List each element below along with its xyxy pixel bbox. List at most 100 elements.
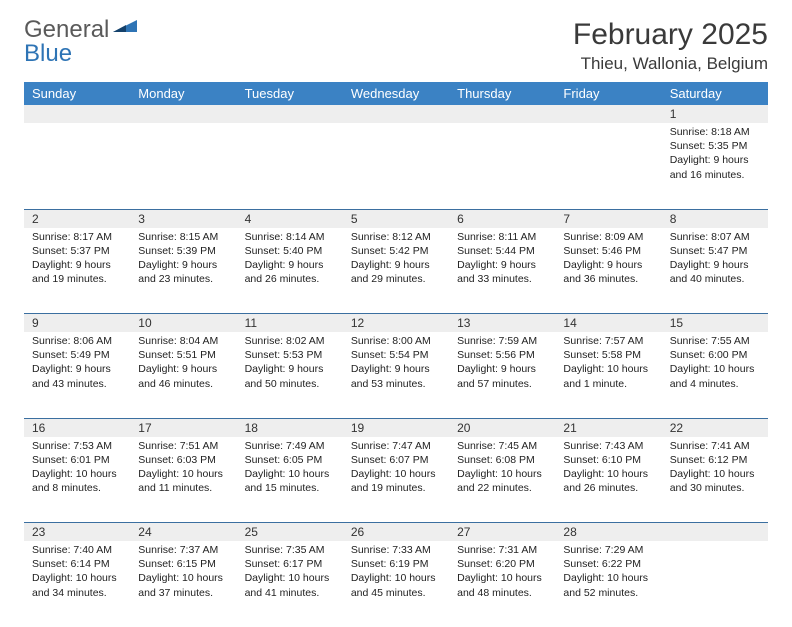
- day-body-cell: Sunrise: 8:02 AMSunset: 5:53 PMDaylight:…: [237, 332, 343, 418]
- day-number-cell: 10: [130, 314, 236, 333]
- day-details: Sunrise: 8:07 AMSunset: 5:47 PMDaylight:…: [662, 228, 768, 291]
- day-body-cell: Sunrise: 8:17 AMSunset: 5:37 PMDaylight:…: [24, 228, 130, 314]
- day-body-row: Sunrise: 8:06 AMSunset: 5:49 PMDaylight:…: [24, 332, 768, 418]
- day-details: Sunrise: 7:47 AMSunset: 6:07 PMDaylight:…: [343, 437, 449, 500]
- day-number-row: 9101112131415: [24, 314, 768, 333]
- day-number-cell: 7: [555, 209, 661, 228]
- weekday-header: Sunday: [24, 82, 130, 105]
- day-number-cell: 18: [237, 418, 343, 437]
- day-body-cell: Sunrise: 8:18 AMSunset: 5:35 PMDaylight:…: [662, 123, 768, 209]
- day-body-cell: [237, 123, 343, 209]
- day-body-cell: [555, 123, 661, 209]
- day-number-cell: 17: [130, 418, 236, 437]
- day-body-cell: Sunrise: 7:35 AMSunset: 6:17 PMDaylight:…: [237, 541, 343, 627]
- day-number-cell: 24: [130, 523, 236, 542]
- day-details: Sunrise: 8:09 AMSunset: 5:46 PMDaylight:…: [555, 228, 661, 291]
- day-body-cell: Sunrise: 8:15 AMSunset: 5:39 PMDaylight:…: [130, 228, 236, 314]
- calendar-body: 1Sunrise: 8:18 AMSunset: 5:35 PMDaylight…: [24, 105, 768, 627]
- day-number-cell: 4: [237, 209, 343, 228]
- day-details: Sunrise: 8:02 AMSunset: 5:53 PMDaylight:…: [237, 332, 343, 395]
- day-body-cell: Sunrise: 7:29 AMSunset: 6:22 PMDaylight:…: [555, 541, 661, 627]
- day-body-cell: Sunrise: 8:09 AMSunset: 5:46 PMDaylight:…: [555, 228, 661, 314]
- day-number-row: 2345678: [24, 209, 768, 228]
- day-body-row: Sunrise: 8:17 AMSunset: 5:37 PMDaylight:…: [24, 228, 768, 314]
- day-details: Sunrise: 7:43 AMSunset: 6:10 PMDaylight:…: [555, 437, 661, 500]
- month-title: February 2025: [573, 18, 768, 52]
- weekday-header: Saturday: [662, 82, 768, 105]
- day-details: Sunrise: 7:29 AMSunset: 6:22 PMDaylight:…: [555, 541, 661, 604]
- day-body-cell: Sunrise: 7:31 AMSunset: 6:20 PMDaylight:…: [449, 541, 555, 627]
- day-number-cell: 15: [662, 314, 768, 333]
- day-details: Sunrise: 8:06 AMSunset: 5:49 PMDaylight:…: [24, 332, 130, 395]
- day-details: Sunrise: 8:11 AMSunset: 5:44 PMDaylight:…: [449, 228, 555, 291]
- day-details: Sunrise: 8:18 AMSunset: 5:35 PMDaylight:…: [662, 123, 768, 186]
- day-number-cell: 25: [237, 523, 343, 542]
- day-number-cell: 2: [24, 209, 130, 228]
- day-number-cell: 1: [662, 105, 768, 123]
- day-number-cell: 22: [662, 418, 768, 437]
- day-details: Sunrise: 7:33 AMSunset: 6:19 PMDaylight:…: [343, 541, 449, 604]
- day-body-row: Sunrise: 7:40 AMSunset: 6:14 PMDaylight:…: [24, 541, 768, 627]
- day-body-cell: Sunrise: 8:14 AMSunset: 5:40 PMDaylight:…: [237, 228, 343, 314]
- day-body-cell: Sunrise: 8:06 AMSunset: 5:49 PMDaylight:…: [24, 332, 130, 418]
- day-number-row: 1: [24, 105, 768, 123]
- day-number-cell: 23: [24, 523, 130, 542]
- header: GeneralBlue February 2025 Thieu, Walloni…: [24, 18, 768, 74]
- day-details: Sunrise: 8:17 AMSunset: 5:37 PMDaylight:…: [24, 228, 130, 291]
- day-number-cell: 9: [24, 314, 130, 333]
- day-body-cell: Sunrise: 7:43 AMSunset: 6:10 PMDaylight:…: [555, 437, 661, 523]
- day-details: Sunrise: 8:14 AMSunset: 5:40 PMDaylight:…: [237, 228, 343, 291]
- day-number-cell: 26: [343, 523, 449, 542]
- weekday-header: Wednesday: [343, 82, 449, 105]
- calendar-table: Sunday Monday Tuesday Wednesday Thursday…: [24, 82, 768, 627]
- day-number-cell: 3: [130, 209, 236, 228]
- day-body-cell: Sunrise: 7:33 AMSunset: 6:19 PMDaylight:…: [343, 541, 449, 627]
- day-body-cell: [343, 123, 449, 209]
- day-body-cell: Sunrise: 7:40 AMSunset: 6:14 PMDaylight:…: [24, 541, 130, 627]
- day-details: Sunrise: 8:12 AMSunset: 5:42 PMDaylight:…: [343, 228, 449, 291]
- day-number-cell: [662, 523, 768, 542]
- day-details: Sunrise: 7:31 AMSunset: 6:20 PMDaylight:…: [449, 541, 555, 604]
- day-body-cell: [24, 123, 130, 209]
- day-body-cell: Sunrise: 8:07 AMSunset: 5:47 PMDaylight:…: [662, 228, 768, 314]
- day-body-cell: [130, 123, 236, 209]
- day-details: Sunrise: 7:49 AMSunset: 6:05 PMDaylight:…: [237, 437, 343, 500]
- day-details: Sunrise: 7:40 AMSunset: 6:14 PMDaylight:…: [24, 541, 130, 604]
- weekday-header-row: Sunday Monday Tuesday Wednesday Thursday…: [24, 82, 768, 105]
- day-body-cell: Sunrise: 7:45 AMSunset: 6:08 PMDaylight:…: [449, 437, 555, 523]
- day-number-cell: [343, 105, 449, 123]
- logo-triangle-icon: [111, 18, 139, 34]
- day-number-cell: 28: [555, 523, 661, 542]
- day-details: Sunrise: 7:59 AMSunset: 5:56 PMDaylight:…: [449, 332, 555, 395]
- day-body-cell: Sunrise: 7:47 AMSunset: 6:07 PMDaylight:…: [343, 437, 449, 523]
- day-body-cell: [449, 123, 555, 209]
- day-body-cell: Sunrise: 7:41 AMSunset: 6:12 PMDaylight:…: [662, 437, 768, 523]
- day-body-row: Sunrise: 8:18 AMSunset: 5:35 PMDaylight:…: [24, 123, 768, 209]
- day-body-cell: Sunrise: 7:37 AMSunset: 6:15 PMDaylight:…: [130, 541, 236, 627]
- location-text: Thieu, Wallonia, Belgium: [573, 54, 768, 74]
- day-body-cell: [662, 541, 768, 627]
- day-number-cell: [555, 105, 661, 123]
- day-details: Sunrise: 7:55 AMSunset: 6:00 PMDaylight:…: [662, 332, 768, 395]
- day-body-cell: Sunrise: 8:12 AMSunset: 5:42 PMDaylight:…: [343, 228, 449, 314]
- day-body-cell: Sunrise: 7:53 AMSunset: 6:01 PMDaylight:…: [24, 437, 130, 523]
- day-body-cell: Sunrise: 8:04 AMSunset: 5:51 PMDaylight:…: [130, 332, 236, 418]
- weekday-header: Tuesday: [237, 82, 343, 105]
- calendar-page: GeneralBlue February 2025 Thieu, Walloni…: [0, 0, 792, 627]
- day-body-row: Sunrise: 7:53 AMSunset: 6:01 PMDaylight:…: [24, 437, 768, 523]
- day-number-cell: 8: [662, 209, 768, 228]
- day-number-cell: [449, 105, 555, 123]
- weekday-header: Thursday: [449, 82, 555, 105]
- day-number-cell: [237, 105, 343, 123]
- day-details: Sunrise: 7:37 AMSunset: 6:15 PMDaylight:…: [130, 541, 236, 604]
- day-details: Sunrise: 7:45 AMSunset: 6:08 PMDaylight:…: [449, 437, 555, 500]
- day-number-cell: 19: [343, 418, 449, 437]
- day-body-cell: Sunrise: 7:51 AMSunset: 6:03 PMDaylight:…: [130, 437, 236, 523]
- day-number-cell: 27: [449, 523, 555, 542]
- day-details: Sunrise: 8:15 AMSunset: 5:39 PMDaylight:…: [130, 228, 236, 291]
- day-number-cell: 12: [343, 314, 449, 333]
- day-number-cell: [130, 105, 236, 123]
- day-body-cell: Sunrise: 8:11 AMSunset: 5:44 PMDaylight:…: [449, 228, 555, 314]
- day-body-cell: Sunrise: 7:59 AMSunset: 5:56 PMDaylight:…: [449, 332, 555, 418]
- day-number-cell: 5: [343, 209, 449, 228]
